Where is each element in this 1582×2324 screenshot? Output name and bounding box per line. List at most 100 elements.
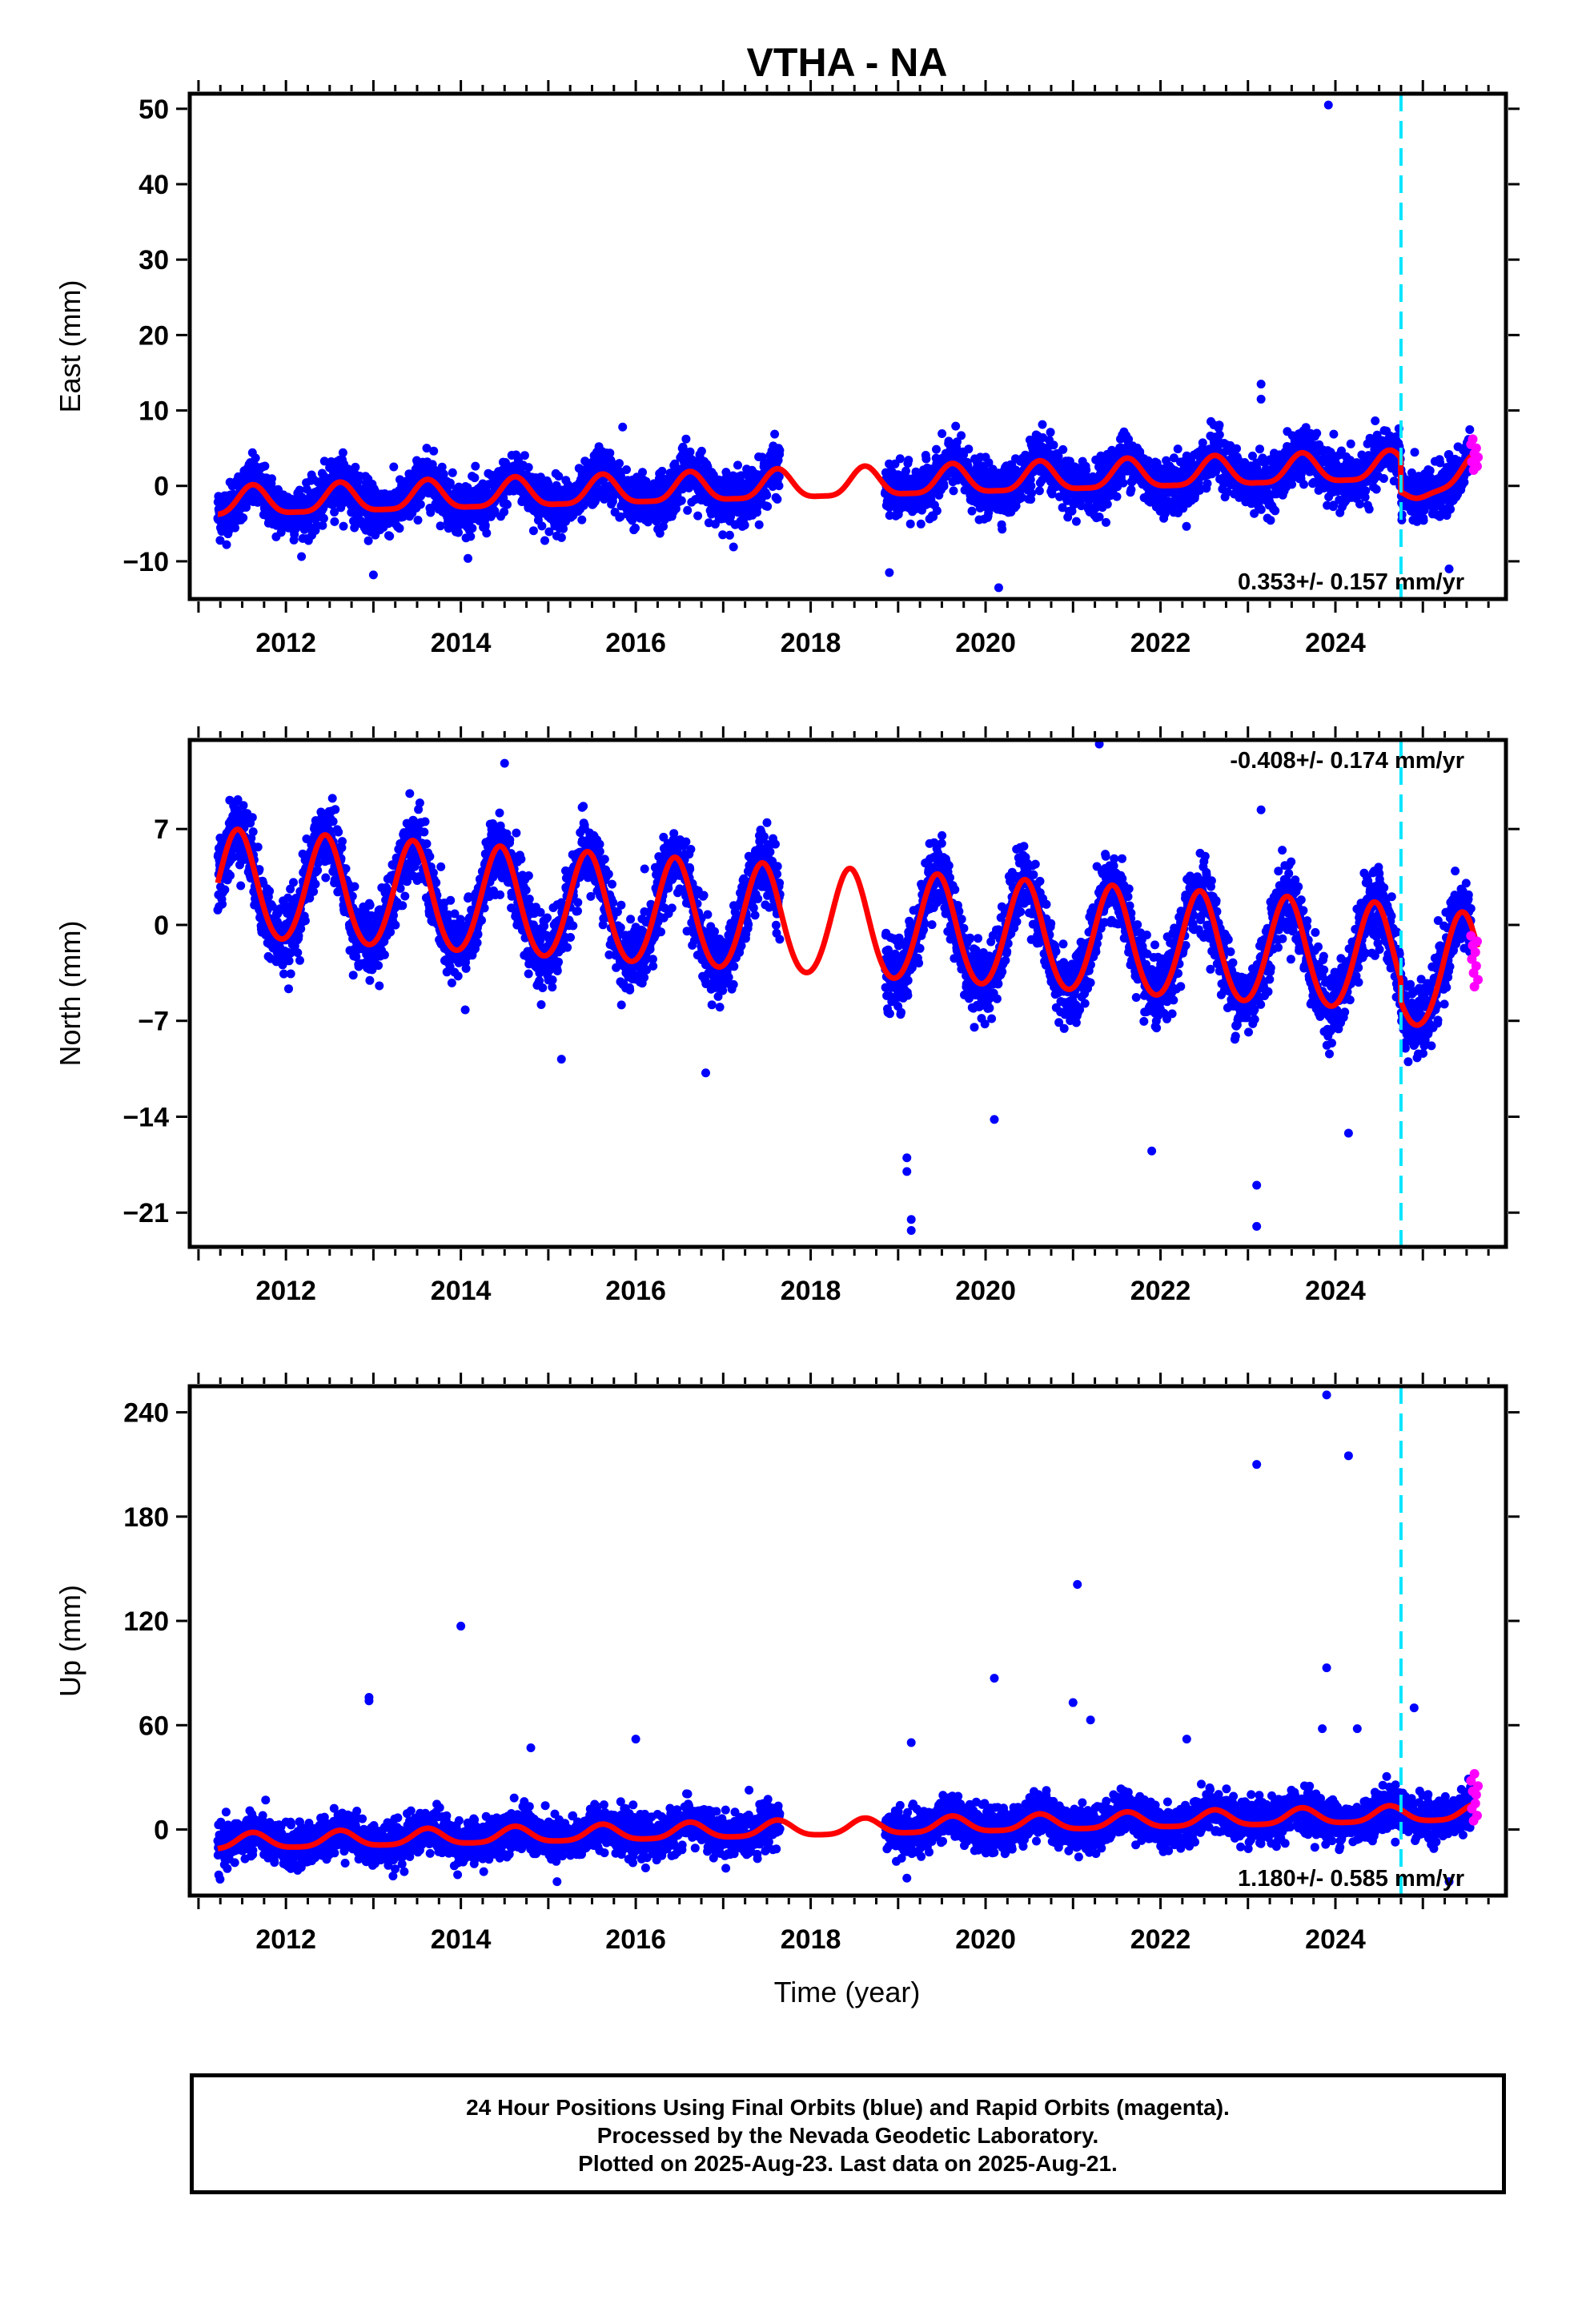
data-point [297, 552, 307, 561]
data-point [932, 506, 942, 516]
data-point [905, 519, 915, 529]
chart-title: VTHA - NA [747, 40, 948, 85]
data-point [1364, 505, 1374, 514]
data-point [1071, 517, 1081, 526]
data-point [319, 456, 329, 466]
y-tick-label: 20 [139, 320, 169, 351]
data-point [615, 459, 624, 468]
data-point [454, 528, 463, 537]
data-point [1312, 428, 1322, 438]
data-point [1112, 492, 1122, 501]
data-point [1410, 448, 1419, 457]
data-point [436, 521, 445, 531]
outlier-point [1256, 394, 1266, 404]
data-point [1256, 505, 1266, 514]
data-point [932, 444, 941, 454]
data-point [1419, 516, 1428, 525]
data-point [231, 523, 239, 533]
data-point [1371, 485, 1381, 494]
data-point [302, 485, 311, 494]
data-point [1102, 500, 1112, 509]
data-point [267, 474, 276, 484]
outlier-point [1256, 380, 1266, 389]
data-point [622, 465, 631, 474]
data-point [998, 525, 1007, 534]
data-point [239, 513, 248, 523]
rapid-point [1471, 443, 1481, 453]
outlier-point [368, 570, 378, 580]
data-point [901, 466, 910, 476]
data-point [330, 517, 339, 526]
data-point [1215, 420, 1224, 430]
plot-area [213, 740, 1484, 1247]
data-point [1371, 416, 1380, 425]
data-point [429, 446, 439, 456]
rapid-point [1472, 461, 1482, 472]
data-point [1173, 444, 1182, 454]
panel-north: 2012 2014 2016 2018 2020 2022 2024−21−14−707No… [54, 726, 1520, 1306]
data-point [681, 434, 691, 444]
data-point [471, 461, 480, 471]
data-point [964, 444, 974, 454]
data-point [468, 524, 477, 533]
data-point [1379, 474, 1388, 483]
data-point [951, 421, 961, 431]
final-orbit-points [213, 100, 1476, 593]
data-point [1198, 438, 1207, 448]
data-point [1038, 420, 1047, 429]
data-point [448, 468, 457, 477]
data-point [389, 462, 399, 472]
data-point [1232, 444, 1241, 453]
data-point [260, 461, 270, 471]
x-tick-label: 2016 [605, 628, 666, 658]
data-point [677, 496, 686, 505]
data-point [693, 511, 703, 521]
data-point [339, 521, 348, 531]
data-point [524, 463, 533, 472]
data-point [422, 444, 432, 453]
rapid-point [1468, 434, 1478, 444]
data-point [1118, 478, 1128, 488]
data-point [1215, 430, 1224, 440]
data-point [215, 536, 225, 545]
data-point [445, 478, 455, 488]
data-point [949, 486, 958, 496]
y-tick-label: 10 [139, 396, 169, 427]
data-point [775, 445, 785, 455]
data-point [1465, 425, 1475, 434]
data-point [1419, 505, 1429, 515]
x-tick-label: 2014 [431, 628, 492, 658]
x-tick-label: 2018 [781, 628, 841, 658]
y-tick-label: 50 [139, 94, 169, 125]
y-tick-label: 0 [154, 472, 169, 502]
y-tick-label: 40 [139, 170, 169, 200]
data-point [740, 521, 749, 530]
data-point [222, 540, 231, 549]
data-point [1126, 485, 1136, 494]
data-point [503, 500, 512, 509]
data-point [938, 429, 947, 438]
x-tick-label: 2022 [1130, 628, 1191, 658]
data-point [416, 500, 425, 509]
data-point [351, 462, 360, 472]
data-point [385, 532, 395, 541]
rapid-point [1473, 452, 1484, 462]
data-point [770, 429, 780, 439]
data-point [921, 454, 931, 464]
data-point [556, 533, 566, 542]
data-point [251, 453, 260, 463]
data-point [528, 526, 538, 536]
data-point [395, 524, 404, 533]
outlier-point [994, 583, 1003, 593]
data-point [540, 536, 549, 545]
data-point [1046, 428, 1055, 437]
y-tick-label: −10 [122, 547, 169, 577]
x-tick-label: 2024 [1305, 628, 1366, 658]
data-point [330, 508, 339, 517]
data-point [763, 501, 773, 511]
data-point [1027, 489, 1036, 498]
data-point [480, 521, 490, 530]
outlier-point [885, 568, 894, 577]
data-point [1255, 444, 1264, 454]
data-point [537, 521, 547, 531]
